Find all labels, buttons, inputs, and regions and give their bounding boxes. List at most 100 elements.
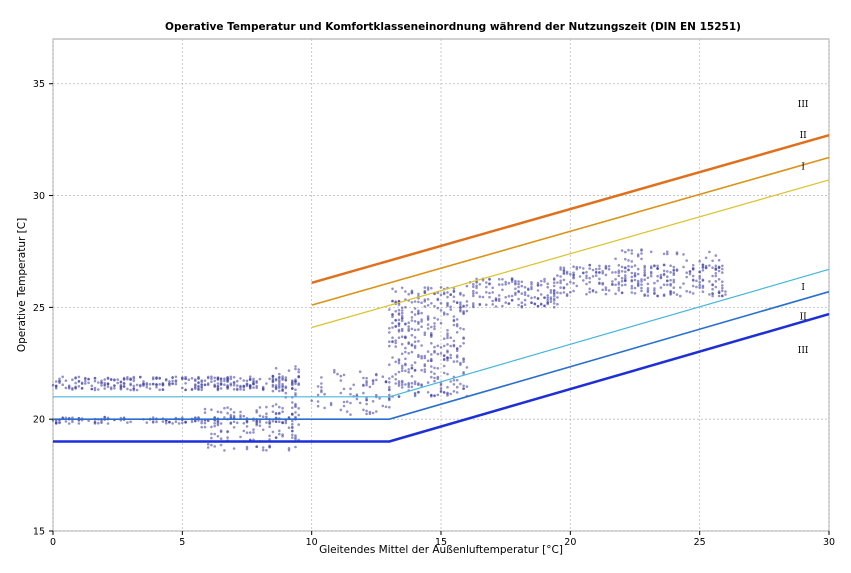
scatter-point bbox=[281, 421, 284, 425]
scatter-point bbox=[410, 333, 414, 337]
scatter-point bbox=[388, 308, 391, 311]
scatter-point bbox=[271, 383, 275, 387]
scatter-point bbox=[265, 382, 268, 385]
scatter-point bbox=[459, 344, 462, 348]
scatter-point bbox=[591, 275, 595, 278]
scatter-point bbox=[452, 383, 456, 386]
scatter-point bbox=[126, 421, 129, 424]
scatter-point bbox=[646, 287, 650, 290]
scatter-point bbox=[342, 404, 346, 408]
scatter-point bbox=[232, 447, 236, 450]
scatter-point bbox=[653, 292, 656, 296]
scatter-point bbox=[601, 271, 604, 275]
scatter-point bbox=[339, 374, 343, 378]
scatter-point bbox=[721, 280, 724, 284]
scatter-point bbox=[129, 420, 132, 424]
scatter-point bbox=[666, 275, 669, 279]
scatter-point bbox=[132, 375, 136, 379]
scatter-point bbox=[446, 385, 449, 389]
scatter-point bbox=[216, 419, 220, 423]
scatter-point bbox=[721, 271, 724, 274]
scatter-point bbox=[594, 267, 598, 271]
scatter-point bbox=[242, 429, 246, 433]
scatter-point bbox=[439, 293, 443, 297]
scatter-point bbox=[423, 354, 427, 358]
scatter-point bbox=[442, 371, 446, 375]
scatter-point bbox=[93, 386, 97, 390]
scatter-point bbox=[701, 266, 705, 269]
scatter-point bbox=[216, 385, 220, 388]
scatter-point bbox=[449, 344, 453, 348]
scatter-point bbox=[297, 374, 301, 378]
scatter-point bbox=[711, 287, 714, 291]
scatter-point bbox=[397, 336, 401, 340]
scatter-point bbox=[358, 401, 362, 405]
scatter-point bbox=[391, 375, 394, 378]
scatter-point bbox=[442, 344, 446, 348]
scatter-point bbox=[565, 283, 569, 286]
scatter-point bbox=[219, 383, 223, 386]
scatter-point bbox=[617, 264, 621, 267]
comfort-line-lower-ii bbox=[53, 290, 830, 421]
scatter-point bbox=[491, 291, 495, 294]
scatter-point bbox=[549, 300, 553, 304]
scatter-point bbox=[711, 292, 714, 296]
scatter-point bbox=[232, 376, 236, 379]
scatter-point bbox=[717, 291, 721, 295]
scatter-point bbox=[410, 327, 414, 331]
scatter-point bbox=[252, 428, 255, 431]
scatter-point bbox=[633, 292, 637, 295]
scatter-point bbox=[358, 370, 362, 374]
scatter-point bbox=[620, 279, 624, 283]
scatter-point bbox=[252, 386, 255, 389]
scatter-point bbox=[433, 376, 436, 380]
scatter-point bbox=[426, 391, 430, 394]
scatter-point bbox=[475, 286, 478, 290]
scatter-point bbox=[229, 383, 233, 387]
scatter-point bbox=[168, 421, 171, 424]
scatter-point bbox=[252, 377, 255, 381]
scatter-point bbox=[281, 375, 284, 378]
scatter-point bbox=[71, 416, 74, 420]
scatter-point bbox=[61, 383, 64, 387]
scatter-point bbox=[394, 290, 398, 293]
scatter-point bbox=[578, 275, 582, 278]
scatter-point bbox=[255, 381, 258, 384]
scatter-point bbox=[407, 292, 411, 296]
scatter-point bbox=[552, 305, 556, 309]
scatter-point bbox=[155, 383, 158, 386]
scatter-point bbox=[77, 422, 81, 425]
scatter-point bbox=[569, 290, 572, 294]
scatter-point bbox=[164, 422, 168, 425]
scatter-point bbox=[294, 402, 297, 406]
scatter-point bbox=[488, 295, 491, 299]
scatter-point bbox=[100, 419, 103, 423]
scatter-point bbox=[520, 301, 524, 305]
scatter-point bbox=[717, 265, 721, 269]
scatter-point bbox=[339, 379, 343, 382]
scatter-point bbox=[552, 289, 556, 293]
scatter-point bbox=[452, 360, 456, 363]
scatter-point bbox=[297, 383, 301, 387]
scatter-point bbox=[206, 442, 210, 446]
scatter-point bbox=[271, 377, 275, 381]
scatter-point bbox=[559, 266, 562, 269]
comfort-line-lower-iii bbox=[53, 312, 830, 443]
scatter-point bbox=[636, 279, 640, 283]
scatter-point bbox=[633, 278, 637, 282]
scatter-point bbox=[126, 377, 129, 381]
scatter-point bbox=[455, 360, 459, 363]
scatter-point bbox=[119, 381, 123, 384]
scatter-point bbox=[426, 323, 430, 326]
scatter-point bbox=[413, 391, 417, 395]
scatter-point bbox=[698, 260, 701, 263]
scatter-point bbox=[462, 327, 465, 331]
scatter-point bbox=[210, 377, 213, 381]
scatter-point bbox=[662, 263, 666, 267]
scatter-point bbox=[449, 336, 453, 340]
scatter-point bbox=[491, 286, 495, 290]
scatter-point bbox=[58, 377, 61, 381]
scatter-point bbox=[213, 432, 216, 436]
scatter-point bbox=[397, 361, 401, 365]
scatter-point bbox=[430, 325, 433, 329]
